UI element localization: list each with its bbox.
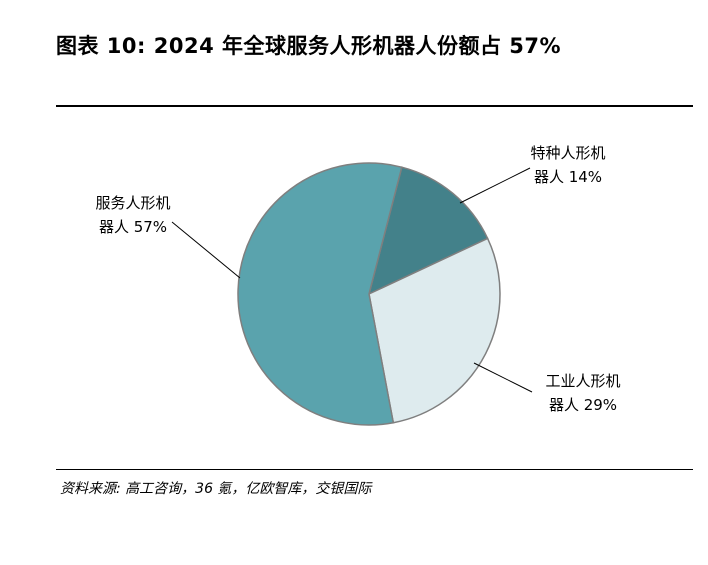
slice-label-1-line2: 器人 14% <box>534 168 602 186</box>
pie-slices <box>237 162 501 426</box>
leader-line-1 <box>459 167 531 204</box>
leader-line-2 <box>473 362 533 393</box>
slice-label-2-line2: 器人 29% <box>549 396 617 414</box>
bottom-rule <box>56 469 693 470</box>
slice-label-1-line1: 特种人形机 <box>530 144 605 162</box>
slice-label-3-line1: 服务人形机 <box>95 194 170 212</box>
slice-label-2-line1: 工业人形机 <box>545 372 620 390</box>
pie-slice-3 <box>237 162 403 426</box>
slice-label-3-line2: 器人 57% <box>99 218 167 236</box>
pie-slice-2 <box>368 237 501 424</box>
leader-line-3 <box>171 221 241 279</box>
chart-title: 图表 10: 2024 年全球服务人形机器人份额占 57% <box>56 34 562 58</box>
top-rule <box>56 105 693 107</box>
source-note: 资料来源: 高工咨询，36 氪，亿欧智库，交银国际 <box>60 481 372 497</box>
leader-lines <box>171 167 533 393</box>
pie-slice-1 <box>367 166 489 296</box>
